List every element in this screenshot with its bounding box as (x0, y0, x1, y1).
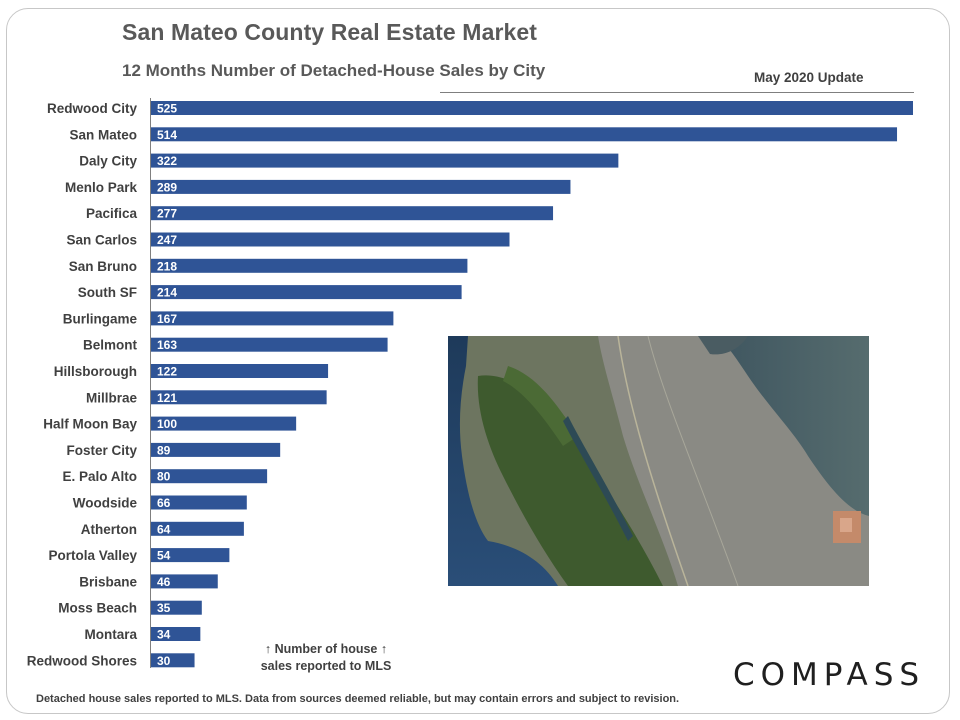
category-label-menlo-park: Menlo Park (65, 180, 138, 195)
category-label-burlingame: Burlingame (63, 311, 138, 326)
category-label-pacifica: Pacifica (86, 206, 138, 221)
category-label-woodside: Woodside (73, 496, 138, 511)
category-label-south-sf: South SF (78, 285, 137, 300)
value-labels-group: 525 514 322 289 277 247 218 214 167 163 122 121 100 8… (157, 102, 177, 668)
category-label-redwood-shores: Redwood Shores (27, 653, 137, 668)
category-label-portola-valley: Portola Valley (48, 548, 137, 563)
bar-atherton (151, 521, 244, 536)
annotation-line-1: Number of house (274, 642, 378, 656)
value-label-millbrae: 121 (157, 391, 177, 405)
bar-pacifica (151, 206, 554, 221)
bar-daly-city (151, 153, 619, 168)
value-label-woodside: 66 (157, 496, 171, 510)
bar-san-carlos (151, 232, 510, 247)
footnote: Detached house sales reported to MLS. Da… (36, 693, 680, 705)
category-label-redwood-city: Redwood City (47, 101, 137, 116)
bar-south-sf (151, 285, 462, 300)
category-label-san-bruno: San Bruno (69, 259, 137, 274)
value-label-redwood-city: 525 (157, 102, 177, 116)
category-label-half-moon-bay: Half Moon Bay (43, 417, 137, 432)
bar-e-palo-alto (151, 469, 268, 484)
category-label-atherton: Atherton (81, 522, 137, 537)
value-label-brisbane: 46 (157, 575, 171, 589)
bar-moss-beach (151, 600, 202, 615)
bar-portola-valley (151, 548, 230, 563)
category-label-hillsborough: Hillsborough (54, 364, 137, 379)
value-label-moss-beach: 35 (157, 601, 171, 615)
up-arrow-icon: ↑ (264, 642, 272, 656)
compass-logo: COMPASS (733, 657, 926, 693)
value-label-atherton: 64 (157, 522, 171, 536)
value-label-san-bruno: 218 (157, 259, 177, 273)
category-label-brisbane: Brisbane (79, 574, 137, 589)
value-label-portola-valley: 54 (157, 549, 171, 563)
bar-menlo-park (151, 179, 571, 194)
bar-san-bruno (151, 258, 468, 273)
category-label-e-palo-alto: E. Palo Alto (62, 469, 137, 484)
category-label-moss-beach: Moss Beach (58, 601, 137, 616)
chart-title: San Mateo County Real Estate Market (122, 19, 538, 45)
satellite-map-image (448, 336, 869, 586)
category-label-foster-city: Foster City (66, 443, 137, 458)
value-label-south-sf: 214 (157, 286, 177, 300)
chart-subtitle: 12 Months Number of Detached-House Sales… (122, 61, 546, 80)
bar-san-mateo (151, 127, 898, 142)
value-label-foster-city: 89 (157, 443, 171, 457)
annotation-line-2: sales reported to MLS (260, 659, 392, 673)
value-label-menlo-park: 289 (157, 180, 177, 194)
value-label-belmont: 163 (157, 338, 177, 352)
up-arrow-icon: ↑ (380, 642, 388, 656)
header-rule (440, 92, 914, 93)
category-label-millbrae: Millbrae (86, 390, 138, 405)
value-label-pacifica: 277 (157, 207, 177, 221)
value-label-montara: 34 (157, 628, 171, 642)
bar-half-moon-bay (151, 416, 297, 431)
axis-annotation: ↑ Number of house ↑ sales reported to ML… (236, 641, 416, 675)
value-label-burlingame: 167 (157, 312, 177, 326)
update-label: May 2020 Update (754, 70, 864, 85)
bar-belmont (151, 337, 388, 352)
bar-woodside (151, 495, 247, 510)
value-label-half-moon-bay: 100 (157, 417, 177, 431)
category-label-daly-city: Daly City (79, 154, 137, 169)
category-label-belmont: Belmont (83, 338, 138, 353)
bar-redwood-city (151, 101, 913, 115)
category-label-montara: Montara (84, 627, 137, 642)
bar-brisbane (151, 574, 218, 589)
bars-group (151, 101, 913, 668)
category-label-san-carlos: San Carlos (66, 233, 137, 248)
value-label-redwood-shores: 30 (157, 654, 171, 668)
bar-hillsborough (151, 364, 329, 378)
bar-foster-city (151, 442, 281, 457)
category-label-san-mateo: San Mateo (69, 127, 137, 142)
bar-redwood-shores (151, 653, 195, 668)
category-labels-group: Redwood City San Mateo Daly City Menlo Park… (27, 101, 138, 668)
bar-millbrae (151, 390, 327, 405)
bar-burlingame (151, 311, 394, 326)
value-label-hillsborough: 122 (157, 365, 177, 379)
value-label-e-palo-alto: 80 (157, 470, 171, 484)
bar-montara (151, 627, 201, 641)
value-label-san-carlos: 247 (157, 233, 177, 247)
value-label-san-mateo: 514 (157, 128, 177, 142)
value-label-daly-city: 322 (157, 154, 177, 168)
